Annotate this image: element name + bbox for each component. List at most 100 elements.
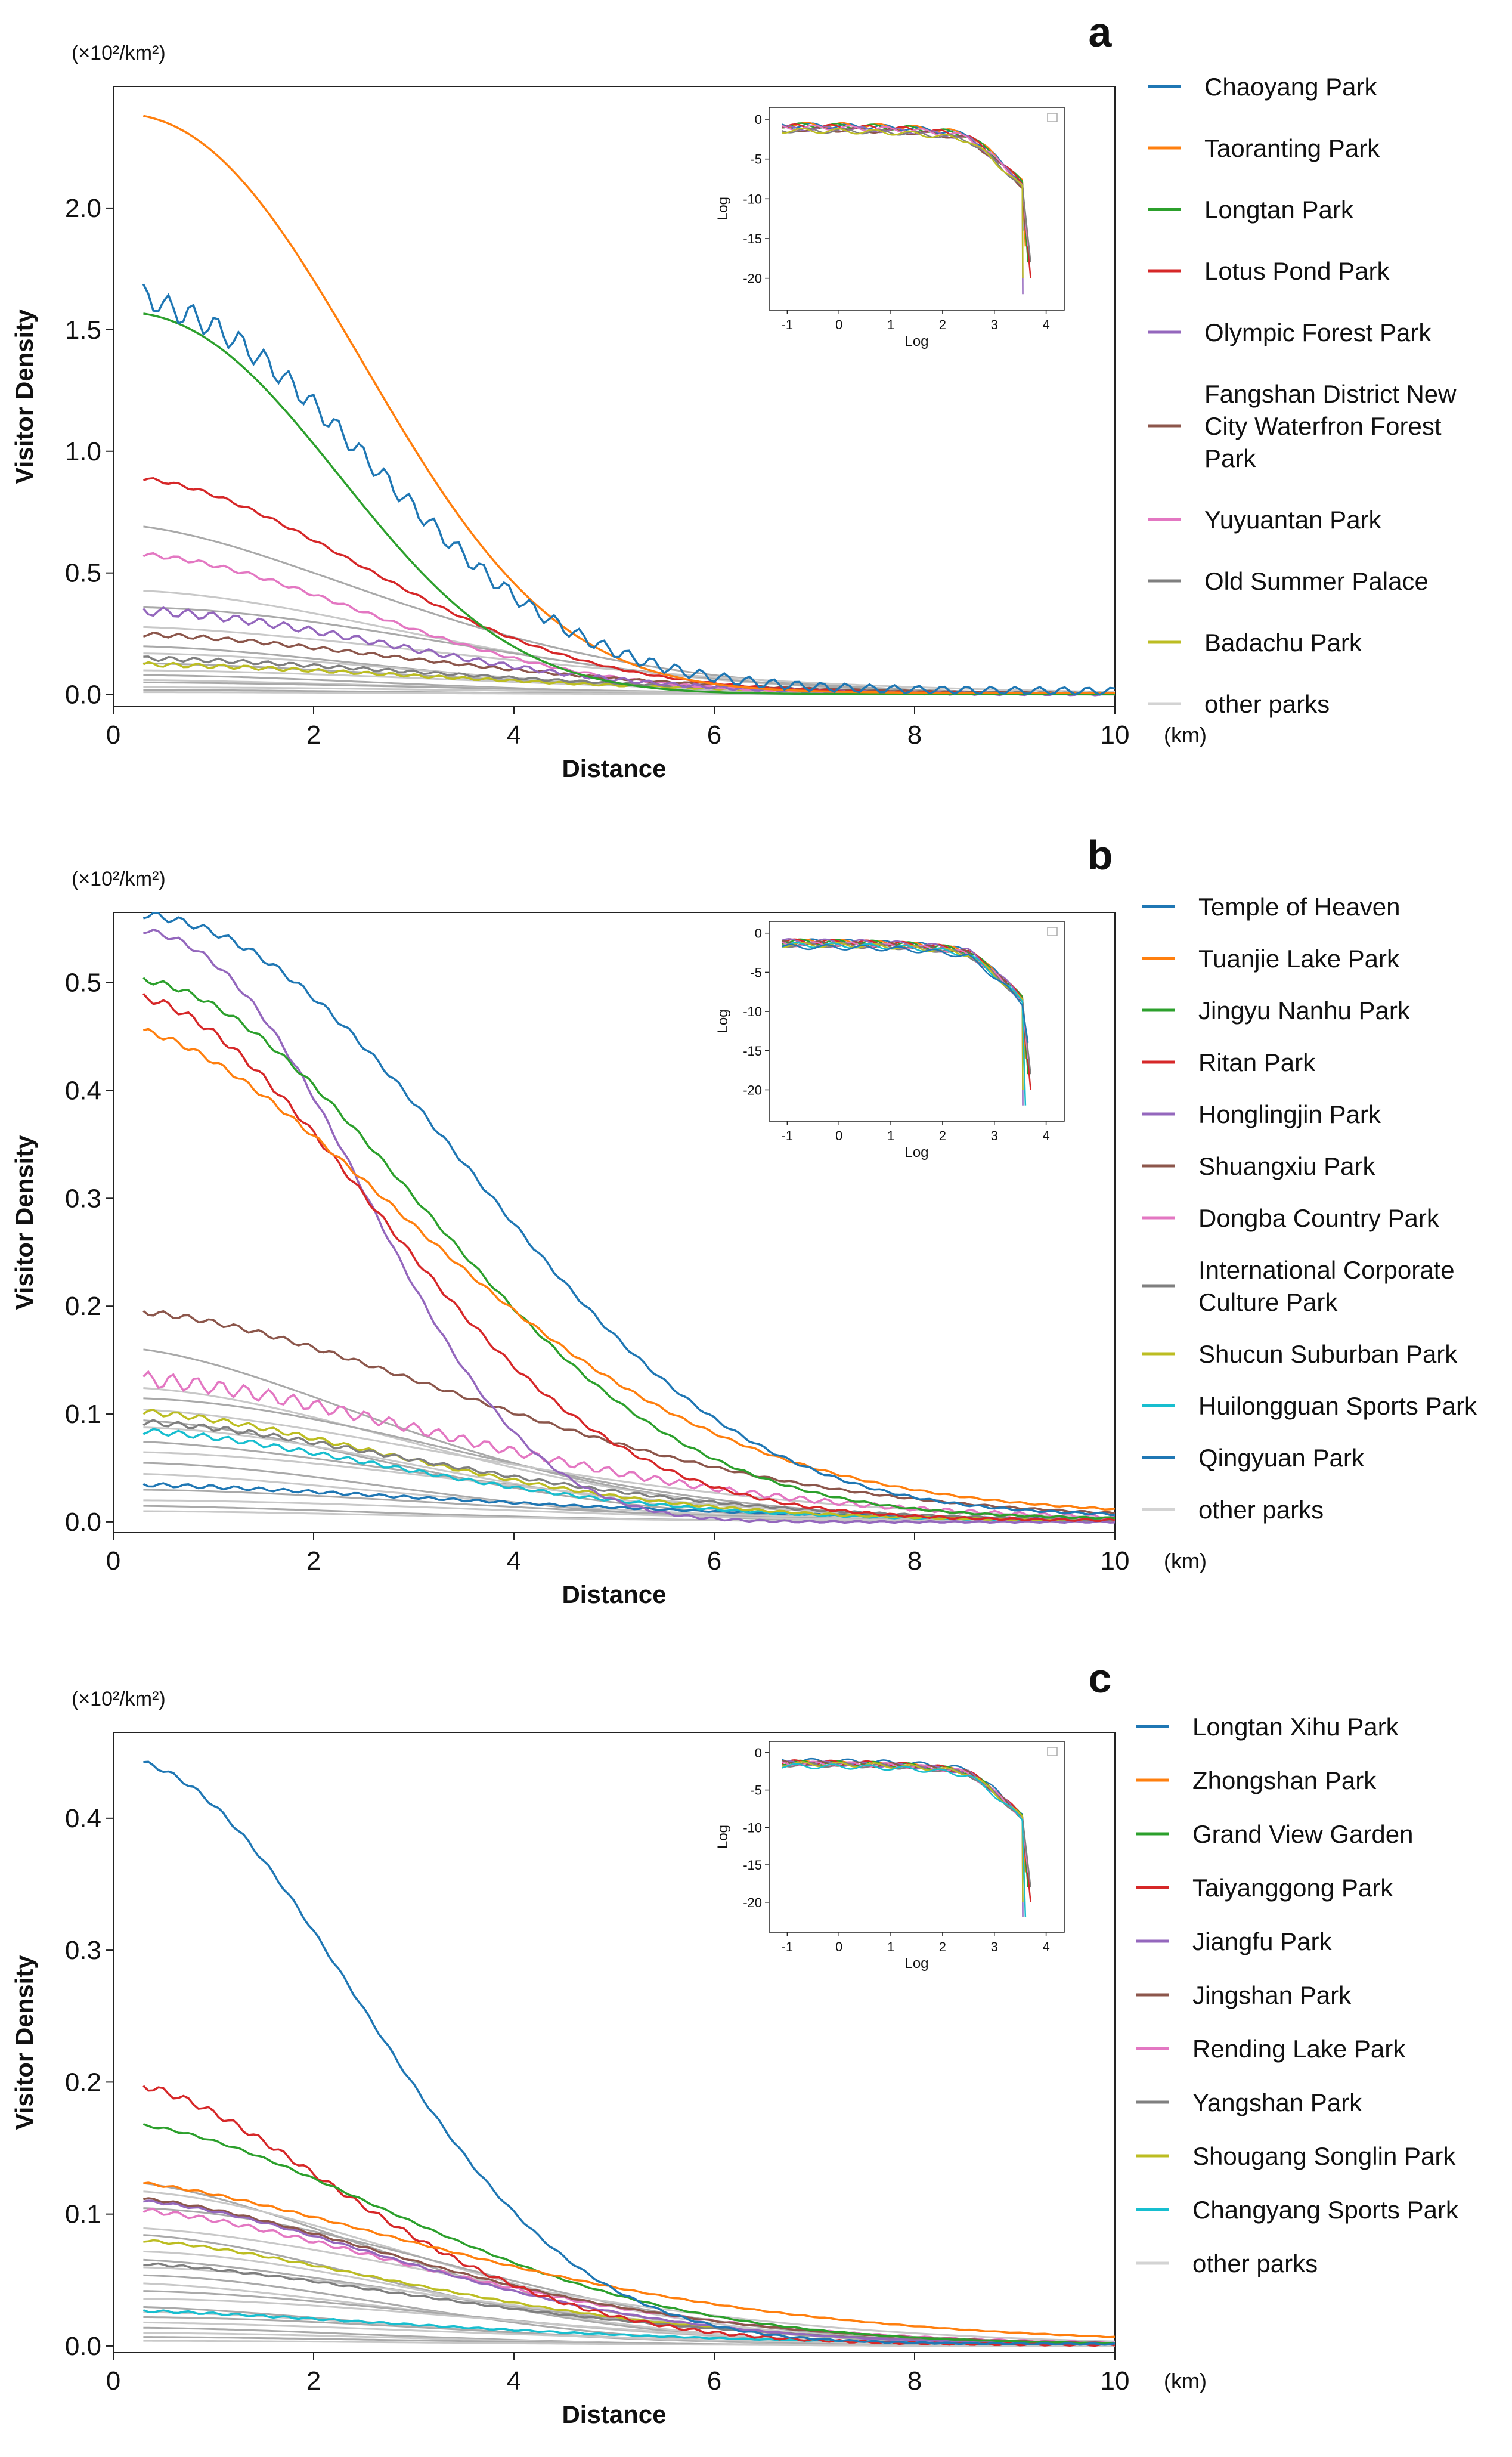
inset-y-tick-label: -15 (743, 1858, 762, 1873)
legend-label: Jingshan Park (1192, 1981, 1352, 2009)
inset-x-tick-label: 1 (887, 1128, 894, 1143)
series-line-2 (143, 312, 1115, 695)
x-unit-label: (km) (1164, 2369, 1207, 2393)
inset-frame (769, 107, 1065, 311)
plot-frame (113, 912, 1116, 1533)
panel-b: b(×10²/km²)0 2 4 6 8 10 (km)Distance0.00.10.20… (10, 832, 1477, 1608)
x-tick-label: 8 (907, 720, 922, 750)
y-tick-label: 0.0 (65, 680, 101, 710)
y-axis-label: Visitor Density (10, 1955, 38, 2130)
legend-label: other parks (1204, 690, 1330, 718)
legend-label: Olympic Forest Park (1204, 318, 1432, 346)
legend-label: Huilongguan Sports Park (1198, 1392, 1477, 1420)
legend-label: Zhongshan Park (1192, 1766, 1377, 1794)
inset-x-tick-label: 2 (939, 317, 946, 332)
panel-c: c(×10²/km²)0 2 4 6 8 10 (km)Distance0.00.10.20… (10, 1655, 1459, 2428)
x-axis-label: Distance (562, 754, 666, 782)
y-tick-label: 0.0 (65, 1508, 101, 1537)
y-tick-label: 0.1 (65, 1400, 101, 1429)
legend-label: Old Summer Palace (1204, 567, 1429, 595)
x-unit-label: (km) (1164, 1549, 1207, 1573)
other-park-line (143, 2340, 1115, 2347)
legend-label: Yuyuantan Park (1204, 506, 1382, 534)
inset-y-tick-label: -5 (750, 965, 762, 980)
inset-x-tick-label: 3 (991, 1128, 998, 1143)
inset-x-label: Log (904, 1144, 928, 1161)
series-line-7 (142, 1419, 1115, 1521)
unit-label: (×10²/km²) (72, 42, 166, 64)
inset-series-line (782, 127, 1024, 278)
inset-x-tick-label: -1 (782, 1939, 794, 1954)
x-tick-label: 4 (507, 2366, 521, 2396)
x-tick-label: 4 (507, 720, 521, 750)
series-line-2 (142, 977, 1115, 1520)
legend-label: Grand View Garden (1192, 1820, 1413, 1848)
inset-frame (769, 1741, 1065, 1933)
x-tick-label: 10 (1101, 2366, 1130, 2396)
x-tick-label: 4 (507, 1546, 521, 1576)
inset-y-tick-label: -10 (743, 1820, 762, 1835)
y-tick-label: 0.5 (65, 968, 101, 998)
legend-label: Chaoyang Park (1204, 73, 1378, 101)
series-line-0 (143, 1760, 1115, 2346)
inset-x-tick-label: 1 (887, 1939, 894, 1954)
series-line-2 (142, 2123, 1115, 2345)
y-tick-label: 2.0 (65, 194, 101, 223)
legend-label: Shougang Songlin Park (1192, 2142, 1456, 2170)
inset-x-tick-label: 4 (1042, 317, 1049, 332)
legend: Chaoyang Park Taoranting Park Longtan Park… (1148, 73, 1457, 718)
legend-label: Taoranting Park (1204, 134, 1380, 162)
legend-label: Yangshan Park (1192, 2088, 1362, 2116)
y-tick-label: 0.0 (65, 2332, 101, 2361)
inset-y-tick-label: -15 (743, 1044, 762, 1059)
series-line-0 (142, 283, 1115, 696)
legend-label: Changyang Sports Park (1192, 2196, 1459, 2224)
legend-label: Longtan Park (1204, 196, 1354, 224)
legend: Longtan Xihu Park Zhongshan Park Grand Vie… (1136, 1713, 1459, 2277)
series-line-0 (142, 912, 1115, 1517)
series-line-1 (143, 2181, 1115, 2338)
curves (142, 115, 1115, 697)
y-tick-label: 0.3 (65, 1936, 101, 1965)
inset-y-tick-label: -20 (743, 1082, 762, 1097)
y-tick-label: 1.5 (65, 315, 101, 345)
y-axis-label: Visitor Density (10, 309, 38, 484)
inset-x-tick-label: 0 (835, 1939, 842, 1954)
inset-x-tick-label: 3 (991, 1939, 998, 1954)
inset-y-label: Log (715, 197, 731, 221)
inset-series-line (782, 943, 1029, 1043)
x-tick-label: 0 (106, 2366, 120, 2396)
inset-x-tick-label: 4 (1042, 1939, 1049, 1954)
y-tick-label: 0.4 (65, 1804, 101, 1833)
y-tick-label: 0.2 (65, 2068, 101, 2097)
curves (142, 1760, 1115, 2347)
panel-letter: a (1089, 9, 1113, 55)
inset-y-tick-label: -10 (743, 1004, 762, 1019)
x-axis-label: Distance (562, 2400, 666, 2428)
x-unit-label: (km) (1164, 723, 1207, 747)
other-park-line (143, 2227, 1115, 2342)
inset-y-tick-label: 0 (755, 112, 762, 127)
legend: Temple of Heaven Tuanjie Lake Park Jingyu … (1142, 893, 1477, 1524)
panel-a: a(×10²/km²)0 2 4 6 8 10 (km)Distance0.00.51.01… (10, 9, 1457, 782)
inset-series-line (782, 1759, 1029, 1887)
y-tick-label: 0.1 (65, 2200, 101, 2229)
y-tick-label: 1.0 (65, 437, 101, 466)
inset-legend-box (1047, 1747, 1058, 1756)
panel-letter: b (1087, 832, 1113, 878)
legend-label: Taiyanggong Park (1192, 1874, 1393, 1902)
legend-label: Longtan Xihu Park (1192, 1713, 1399, 1741)
inset-y-label: Log (715, 1009, 731, 1033)
inset-x-tick-label: 4 (1042, 1128, 1049, 1143)
x-tick-label: 10 (1101, 720, 1130, 750)
unit-label: (×10²/km²) (72, 1688, 166, 1710)
legend-label: Qingyuan Park (1198, 1444, 1365, 1472)
y-tick-label: 0.2 (65, 1292, 101, 1321)
inset-x-tick-label: 3 (991, 317, 998, 332)
y-tick-label: 0.5 (65, 559, 101, 588)
legend-label: International Corporate Culture Park (1198, 1256, 1455, 1316)
series-line-3 (142, 477, 1115, 695)
series-line-6 (142, 1370, 1115, 1520)
